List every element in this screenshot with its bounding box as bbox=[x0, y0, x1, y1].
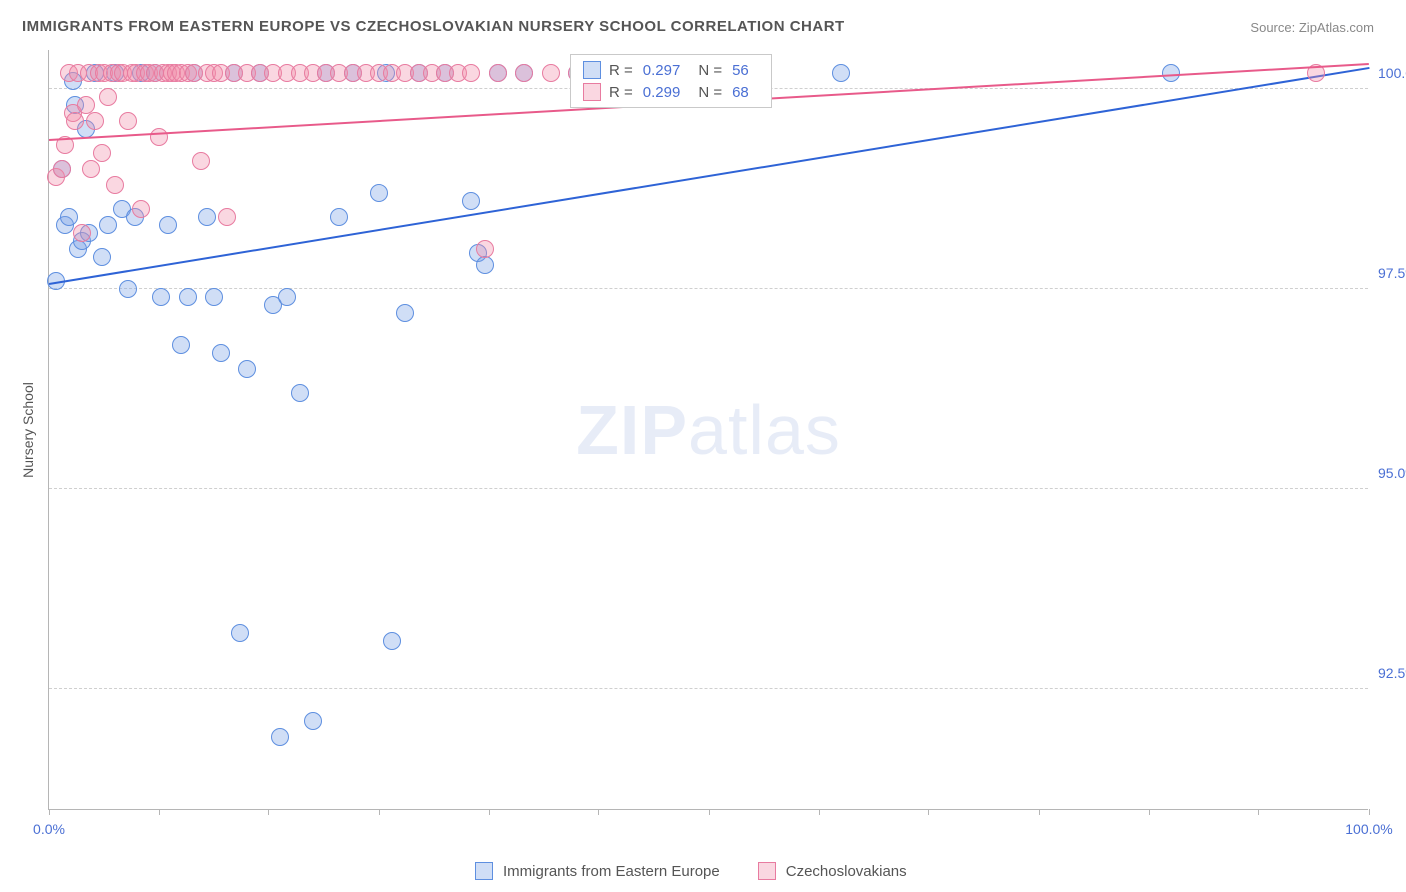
data-point bbox=[106, 176, 124, 194]
data-point bbox=[278, 288, 296, 306]
x-tick bbox=[1149, 809, 1150, 815]
x-tick bbox=[489, 809, 490, 815]
data-point bbox=[218, 208, 236, 226]
data-point bbox=[132, 200, 150, 218]
chart-title: IMMIGRANTS FROM EASTERN EUROPE VS CZECHO… bbox=[22, 18, 845, 35]
legend-row: R = 0.299 N = 68 bbox=[583, 81, 759, 103]
data-point bbox=[489, 64, 507, 82]
grid-line bbox=[49, 488, 1368, 489]
data-point bbox=[73, 224, 91, 242]
legend-row: R = 0.297 N = 56 bbox=[583, 59, 759, 81]
x-tick bbox=[1039, 809, 1040, 815]
x-tick-label: 100.0% bbox=[1345, 821, 1392, 837]
legend-r-value: 0.297 bbox=[643, 62, 681, 79]
x-tick bbox=[379, 809, 380, 815]
legend-n-label: N = bbox=[698, 84, 722, 101]
data-point bbox=[462, 64, 480, 82]
data-point bbox=[476, 256, 494, 274]
legend-r-label: R = bbox=[609, 62, 633, 79]
watermark-bold: ZIP bbox=[576, 391, 688, 469]
legend-n-label: N = bbox=[698, 62, 722, 79]
x-tick bbox=[268, 809, 269, 815]
legend-n-value: 56 bbox=[732, 62, 749, 79]
data-point bbox=[231, 624, 249, 642]
legend-r-label: R = bbox=[609, 84, 633, 101]
data-point bbox=[476, 240, 494, 258]
source-label: Source: bbox=[1250, 20, 1295, 35]
data-point bbox=[93, 144, 111, 162]
y-tick-label: 92.5% bbox=[1378, 665, 1406, 681]
data-point bbox=[60, 208, 78, 226]
x-tick bbox=[819, 809, 820, 815]
data-point bbox=[304, 712, 322, 730]
data-point bbox=[150, 128, 168, 146]
data-point bbox=[119, 112, 137, 130]
source-attribution: Source: ZipAtlas.com bbox=[1250, 20, 1374, 35]
legend-r-value: 0.299 bbox=[643, 84, 681, 101]
data-point bbox=[330, 208, 348, 226]
data-point bbox=[152, 288, 170, 306]
data-point bbox=[515, 64, 533, 82]
data-point bbox=[291, 384, 309, 402]
x-tick-label: 0.0% bbox=[33, 821, 65, 837]
data-point bbox=[238, 360, 256, 378]
data-point bbox=[370, 184, 388, 202]
data-point bbox=[383, 632, 401, 650]
data-point bbox=[462, 192, 480, 210]
x-tick bbox=[1258, 809, 1259, 815]
data-point bbox=[192, 152, 210, 170]
correlation-legend: R = 0.297 N = 56 R = 0.299 N = 68 bbox=[570, 54, 772, 108]
legend-swatch bbox=[758, 862, 776, 880]
x-tick bbox=[1369, 809, 1370, 815]
data-point bbox=[159, 216, 177, 234]
source-link[interactable]: ZipAtlas.com bbox=[1299, 20, 1374, 35]
y-axis-label: Nursery School bbox=[20, 382, 36, 478]
watermark: ZIPatlas bbox=[576, 390, 841, 470]
data-point bbox=[99, 216, 117, 234]
data-point bbox=[82, 160, 100, 178]
legend-series-name: Immigrants from Eastern Europe bbox=[503, 863, 720, 880]
data-point bbox=[396, 304, 414, 322]
legend-swatch bbox=[583, 61, 601, 79]
data-point bbox=[205, 288, 223, 306]
data-point bbox=[86, 112, 104, 130]
y-tick-label: 100.0% bbox=[1378, 65, 1406, 81]
x-tick bbox=[928, 809, 929, 815]
x-tick bbox=[49, 809, 50, 815]
data-point bbox=[66, 112, 84, 130]
x-tick bbox=[159, 809, 160, 815]
data-point bbox=[179, 288, 197, 306]
data-point bbox=[119, 280, 137, 298]
y-tick-label: 95.0% bbox=[1378, 465, 1406, 481]
data-point bbox=[99, 88, 117, 106]
data-point bbox=[172, 336, 190, 354]
y-tick-label: 97.5% bbox=[1378, 265, 1406, 281]
legend-swatch bbox=[475, 862, 493, 880]
grid-line bbox=[49, 288, 1368, 289]
data-point bbox=[198, 208, 216, 226]
grid-line bbox=[49, 688, 1368, 689]
data-point bbox=[212, 344, 230, 362]
x-tick bbox=[709, 809, 710, 815]
legend-n-value: 68 bbox=[732, 84, 749, 101]
data-point bbox=[53, 160, 71, 178]
watermark-light: atlas bbox=[688, 391, 841, 469]
data-point bbox=[271, 728, 289, 746]
x-tick bbox=[598, 809, 599, 815]
data-point bbox=[542, 64, 560, 82]
scatter-plot: ZIPatlas 92.5%95.0%97.5%100.0%0.0%100.0% bbox=[48, 50, 1368, 810]
data-point bbox=[93, 248, 111, 266]
legend-swatch bbox=[583, 83, 601, 101]
legend-series-name: Czechoslovakians bbox=[786, 863, 907, 880]
series-legend: Immigrants from Eastern Europe Czechoslov… bbox=[475, 862, 935, 880]
data-point bbox=[832, 64, 850, 82]
